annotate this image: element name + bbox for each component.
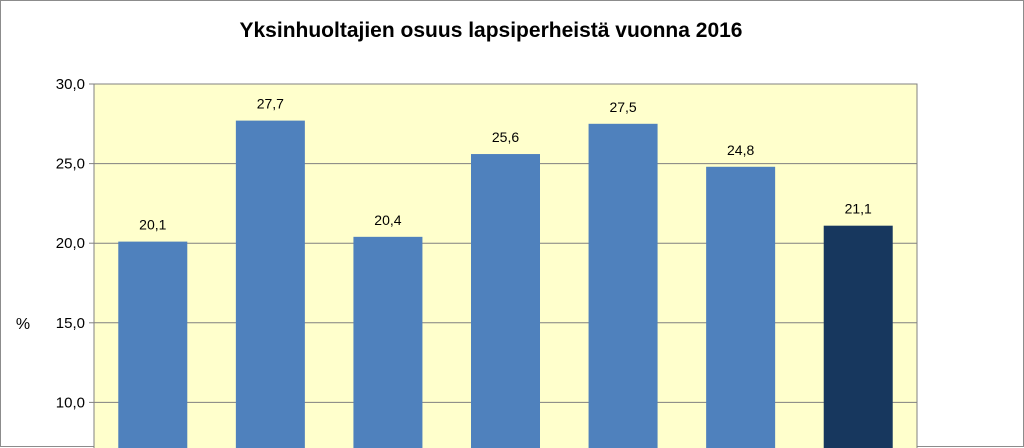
data-labels: 20,1 27,7 20,4 25,6 27,5 24,8 21,1 <box>139 96 872 233</box>
y-tick-labels: 10,0 15,0 20,0 25,0 30,0 <box>56 76 85 411</box>
y-tick-label: 15,0 <box>56 315 85 332</box>
bar <box>588 123 658 448</box>
bar-value-label: 24,8 <box>727 142 754 158</box>
bar <box>118 241 188 448</box>
bar-value-label: 25,6 <box>492 129 519 145</box>
bar <box>235 120 305 448</box>
bar <box>353 236 423 448</box>
bar-value-label: 20,1 <box>139 217 166 233</box>
y-tick-label: 10,0 <box>56 394 85 411</box>
bar-value-label: 20,4 <box>374 212 401 228</box>
y-tick-label: 20,0 <box>56 235 85 252</box>
y-tick-label: 25,0 <box>56 156 85 173</box>
bars <box>118 120 893 448</box>
y-tick-label: 30,0 <box>56 76 85 93</box>
bar-value-label: 21,1 <box>845 201 872 217</box>
y-axis-label: % <box>16 316 30 333</box>
bar <box>471 154 540 448</box>
bar <box>706 166 776 448</box>
bar-value-label: 27,7 <box>257 96 284 112</box>
bar-value-label: 27,5 <box>609 99 636 115</box>
chart-title: Yksinhuoltajien osuus lapsiperheistä vuo… <box>240 19 743 42</box>
bar <box>823 225 893 448</box>
